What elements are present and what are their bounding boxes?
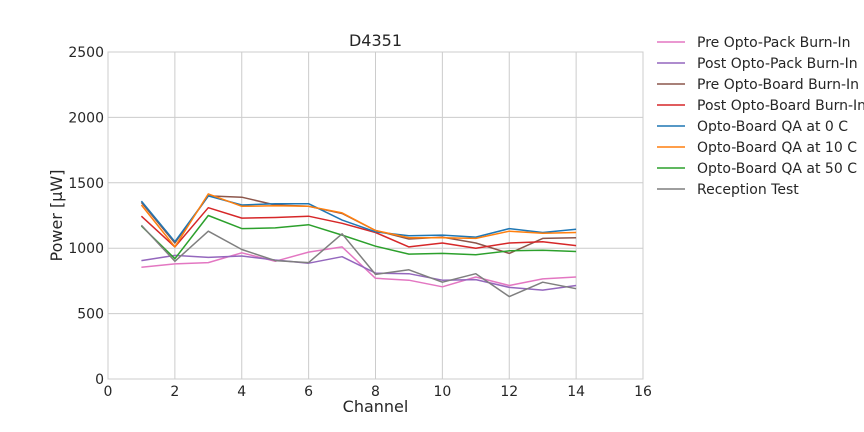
y-tick-label: 0 <box>95 372 104 388</box>
series-line <box>140 224 577 298</box>
series-line <box>140 214 577 260</box>
series-line <box>140 195 577 243</box>
y-axis-label: Power [μW] <box>47 170 66 262</box>
y-tick-label: 500 <box>77 307 104 323</box>
series-line <box>140 193 577 248</box>
x-tick-label: 12 <box>500 384 518 400</box>
x-axis-label: Channel <box>343 397 409 416</box>
y-tick-label: 2000 <box>68 110 104 126</box>
legend-label: Pre Opto-Board Burn-In <box>697 77 859 93</box>
legend-label: Post Opto-Board Burn-In <box>697 98 864 114</box>
legend: Pre Opto-Pack Burn-In Post Opto-Pack Burn… <box>657 35 864 198</box>
series-line <box>141 246 577 288</box>
legend-label: Post Opto-Pack Burn-In <box>697 56 858 72</box>
x-tick-label: 6 <box>304 384 313 400</box>
x-tick-label: 8 <box>371 384 380 400</box>
y-tick-label: 1500 <box>68 176 104 192</box>
legend-label: Reception Test <box>697 182 799 198</box>
legend-label: Opto-Board QA at 10 C <box>697 140 857 156</box>
series-line <box>141 254 577 291</box>
y-tick-label: 2500 <box>68 45 104 61</box>
x-tick-label: 10 <box>433 384 451 400</box>
legend-label: Pre Opto-Pack Burn-In <box>697 35 851 51</box>
x-tick-label: 4 <box>237 384 246 400</box>
series-group <box>140 193 577 298</box>
x-tick-label: 0 <box>104 384 113 400</box>
x-tick-label: 2 <box>170 384 179 400</box>
series-line <box>140 206 577 249</box>
y-axis: 0 500 1000 1500 2000 2500 <box>68 45 104 388</box>
x-axis: 0 2 4 6 8 10 12 14 16 <box>104 384 652 400</box>
plot-area <box>107 51 644 380</box>
chart-title: D4351 <box>349 31 402 50</box>
x-tick-label: 16 <box>634 384 652 400</box>
y-tick-label: 1000 <box>68 241 104 257</box>
x-tick-label: 14 <box>567 384 585 400</box>
legend-label: Opto-Board QA at 50 C <box>697 161 857 177</box>
legend-label: Opto-Board QA at 0 C <box>697 119 848 135</box>
